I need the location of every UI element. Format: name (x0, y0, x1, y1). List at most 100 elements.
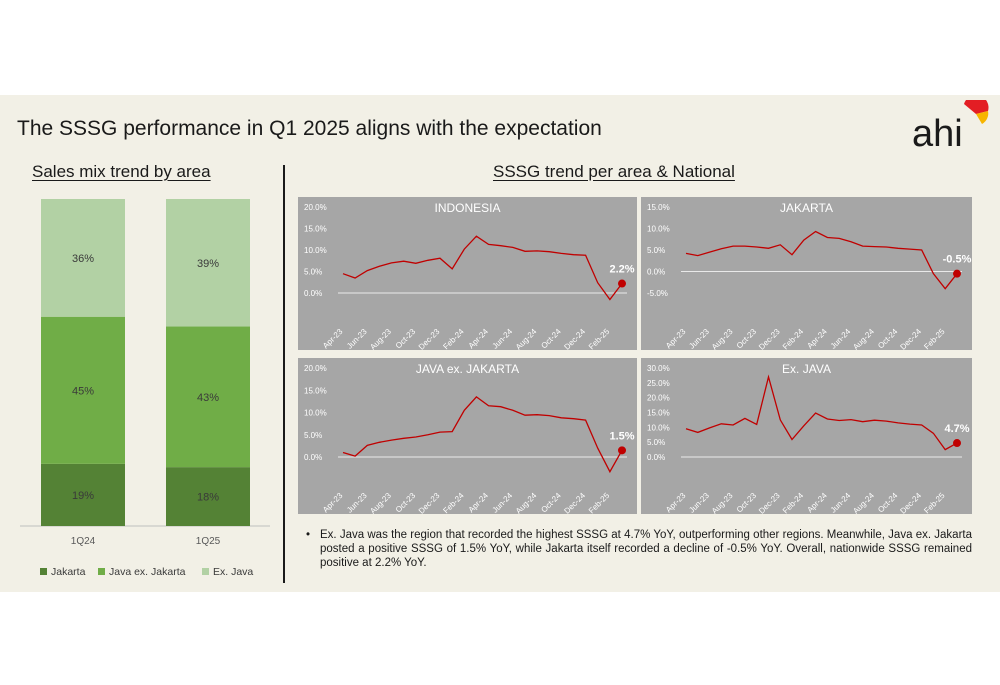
x-tick-label: Dec-24 (562, 491, 587, 514)
x-tick-label: Apr-24 (467, 491, 491, 514)
ex-java-line-chart: 30.0%25.0%20.0%15.0%10.0%5.0%0.0%Apr-23 J… (647, 364, 970, 514)
sssg-trend-heading: SSSG trend per area & National (493, 162, 735, 181)
section-divider (283, 165, 285, 583)
x-tick-label: Jun-24 (829, 491, 853, 514)
bar-java-ex-jakarta-1q24 (41, 316, 125, 464)
legend-label: Ex. Java (213, 566, 253, 578)
summary-text: Ex. Java was the region that recorded th… (320, 529, 972, 569)
y-tick-label: 10.0% (304, 409, 327, 418)
x-tick-label: Feb-25 (922, 491, 947, 514)
end-point-marker (953, 269, 961, 278)
x-tick-label: Jun-23 (345, 327, 369, 350)
x-tick-label: Dec-23 (757, 491, 782, 514)
panel-title-indonesia: INDONESIA (434, 201, 501, 215)
x-tick-label: Aug-23 (368, 327, 393, 350)
logo-yellow-mark (976, 111, 989, 124)
x-tick-label: Apr-24 (805, 327, 829, 350)
x-tick-label: Oct-23 (735, 327, 759, 350)
x-tick-label: Dec-23 (757, 327, 782, 350)
data-label: 19% (72, 490, 94, 502)
x-tick-label: 1Q24 (71, 536, 96, 547)
y-tick-label: 5.0% (304, 268, 322, 277)
bar-jakarta-1q24 (41, 463, 125, 526)
x-tick-label: Apr-24 (467, 327, 491, 350)
y-tick-label: 0.0% (647, 268, 665, 277)
data-label: 39% (197, 258, 219, 270)
x-tick-label: Aug-24 (851, 327, 876, 350)
y-tick-label: 0.0% (304, 289, 322, 298)
x-tick-label: Dec-23 (417, 327, 442, 350)
data-label: 43% (197, 392, 219, 404)
x-tick-label: Feb-25 (587, 491, 612, 514)
x-tick-label: Oct-24 (876, 491, 900, 514)
bar-java-ex-jakarta-1q25 (166, 326, 250, 468)
y-tick-label: 15.0% (647, 203, 670, 212)
y-tick-label: 5.0% (304, 431, 322, 440)
y-tick-label: 20.0% (647, 394, 670, 403)
x-tick-label: Feb-24 (781, 327, 806, 350)
logo-text: ahi (912, 113, 963, 152)
legend-label: Java ex. Jakarta (109, 566, 186, 578)
panel-title-jakarta: JAKARTA (780, 201, 833, 215)
x-tick-label: Jun-23 (687, 327, 711, 350)
end-value-label: -0.5% (943, 254, 972, 266)
x-tick-label: Apr-24 (805, 491, 829, 514)
y-tick-label: 0.0% (647, 453, 665, 462)
y-tick-label: 15.0% (647, 409, 670, 418)
y-tick-label: 20.0% (304, 364, 327, 373)
logo-red-mark (964, 100, 989, 114)
end-point-marker (618, 279, 626, 288)
x-tick-label: Dec-23 (417, 491, 442, 514)
bullet-mark: • (306, 529, 311, 541)
data-label: 36% (72, 253, 94, 265)
y-tick-label: 30.0% (647, 364, 670, 373)
x-tick-label: Feb-25 (587, 327, 612, 350)
x-tick-label: Dec-24 (898, 491, 923, 514)
sales-mix-heading: Sales mix trend by area (32, 162, 211, 181)
y-tick-label: 25.0% (647, 379, 670, 388)
x-tick-label: Apr-23 (321, 491, 345, 514)
x-tick-label: Aug-24 (514, 327, 539, 350)
x-tick-label: Oct-23 (735, 491, 759, 514)
x-tick-label: Feb-24 (441, 327, 466, 350)
bar-jakarta-1q25 (166, 467, 250, 526)
x-tick-label: Jun-24 (491, 327, 515, 350)
sales-mix-chart: 19% 45% 36% 1Q24 18% 43% 39% 1Q25 Jakarta Java ex… (20, 199, 270, 578)
y-tick-label: 15.0% (304, 225, 327, 234)
line-panel-ex-java: 30.0% 25.0% 20.0% 15.0% 10.0% 5.0% 0.0% Apr-23 J… (641, 358, 972, 514)
x-tick-label: Feb-24 (441, 491, 466, 514)
legend-swatch-java-ex-jakarta (98, 568, 105, 575)
y-tick-label: 10.0% (647, 225, 670, 234)
ahi-logo: ahi (912, 100, 989, 152)
x-tick-label: Apr-23 (664, 491, 688, 514)
panel-title-ex-java: Ex. JAVA (782, 362, 831, 376)
x-tick-label: Jun-24 (491, 491, 515, 514)
series-line (342, 235, 623, 301)
end-point-marker (953, 439, 961, 448)
x-tick-label: Dec-24 (562, 327, 587, 350)
page-title: The SSSG performance in Q1 2025 aligns w… (17, 117, 602, 140)
y-tick-label: 5.0% (647, 246, 665, 255)
x-tick-label: Oct-23 (394, 327, 418, 350)
x-tick-label: Feb-24 (781, 491, 806, 514)
bar-ex-java-1q24 (41, 199, 125, 317)
x-tick-label: Oct-24 (876, 327, 900, 350)
x-tick-label: Aug-24 (514, 491, 539, 514)
x-tick-label: Oct-24 (539, 491, 563, 514)
x-tick-label: 1Q25 (196, 536, 221, 547)
series-line (342, 396, 623, 474)
legend-swatch-jakarta (40, 568, 47, 575)
line-panel-java-ex-jakarta: 20.0% 15.0% 10.0% 5.0% 0.0% Apr-23 Jun-23 Aug-2… (298, 358, 637, 514)
x-tick-label: Aug-23 (710, 491, 735, 514)
end-value-label: 1.5% (609, 430, 634, 442)
legend-label: Jakarta (51, 566, 86, 578)
y-tick-label: 5.0% (647, 438, 665, 447)
data-label: 18% (197, 492, 219, 504)
data-label: 45% (72, 385, 94, 397)
jakarta-line-chart: 15.0%10.0%5.0%0.0%-5.0%Apr-23 Jun-23Aug-2… (647, 203, 972, 350)
line-panel-indonesia: 20.0% 15.0% 10.0% 5.0% 0.0% Apr-23 Jun-23 Aug-2… (298, 197, 637, 350)
legend-swatch-ex-java (202, 568, 209, 575)
end-value-label: 4.7% (944, 423, 969, 435)
x-tick-label: Jun-23 (687, 491, 711, 514)
x-tick-label: Oct-24 (539, 327, 563, 350)
